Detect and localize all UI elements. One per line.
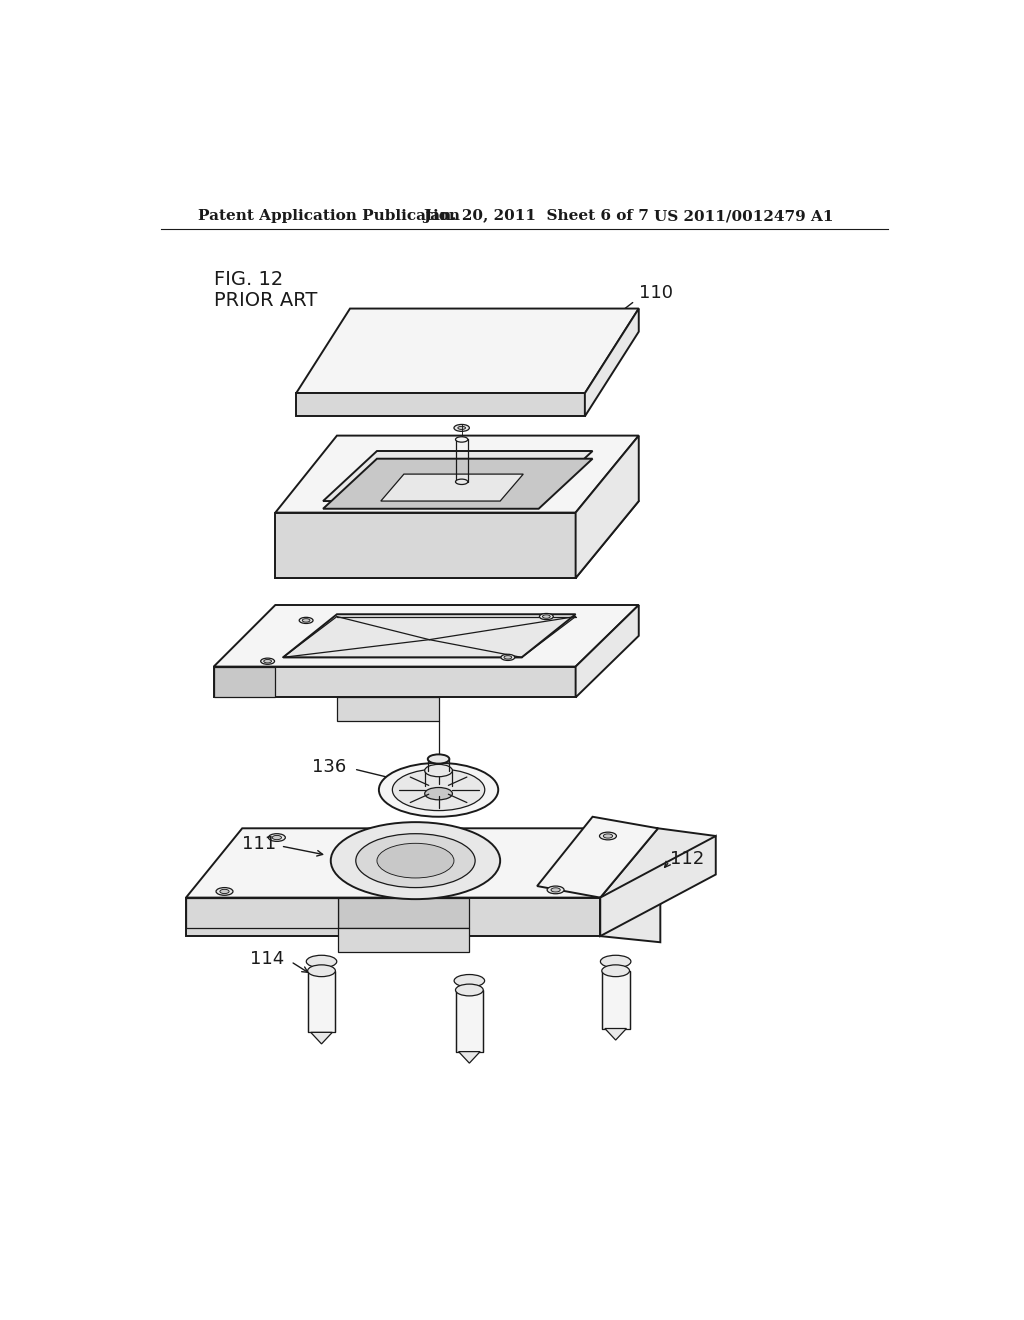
Polygon shape [214,667,575,697]
Text: FIG. 12: FIG. 12 [214,271,283,289]
Text: 114: 114 [250,950,285,968]
Polygon shape [538,817,658,898]
Ellipse shape [331,822,500,899]
Ellipse shape [392,770,484,810]
Polygon shape [283,614,575,657]
Ellipse shape [299,618,313,623]
Ellipse shape [377,843,454,878]
Polygon shape [275,512,575,578]
Ellipse shape [355,834,475,887]
Polygon shape [337,697,438,721]
Ellipse shape [425,788,453,800]
Ellipse shape [456,437,468,442]
Ellipse shape [540,614,553,619]
Ellipse shape [603,834,612,838]
Ellipse shape [600,956,631,968]
Text: US 2011/0012479 A1: US 2011/0012479 A1 [654,209,834,223]
Ellipse shape [302,619,310,622]
Polygon shape [323,451,593,502]
Polygon shape [381,474,523,502]
Polygon shape [186,898,600,936]
Polygon shape [575,436,639,578]
Ellipse shape [464,495,475,499]
Polygon shape [186,829,658,898]
Polygon shape [339,898,469,928]
Ellipse shape [428,755,450,763]
Polygon shape [296,393,585,416]
Ellipse shape [551,888,560,892]
Text: 112: 112 [670,850,703,869]
Polygon shape [296,309,639,393]
Ellipse shape [261,659,274,664]
Ellipse shape [272,836,282,840]
Text: Jan. 20, 2011  Sheet 6 of 7: Jan. 20, 2011 Sheet 6 of 7 [423,209,649,223]
Ellipse shape [306,956,337,968]
Ellipse shape [458,426,466,429]
Ellipse shape [599,832,616,840]
Polygon shape [602,970,630,1028]
Polygon shape [600,836,716,936]
Ellipse shape [216,887,233,895]
Polygon shape [600,829,716,904]
Ellipse shape [425,764,453,776]
Ellipse shape [268,834,286,841]
Polygon shape [214,667,275,697]
Text: 136: 136 [311,758,346,776]
Ellipse shape [501,655,515,660]
Polygon shape [307,970,336,1032]
Ellipse shape [264,660,271,663]
Ellipse shape [454,974,484,987]
Text: 110: 110 [639,284,673,302]
Polygon shape [323,459,593,508]
Ellipse shape [602,965,630,977]
Ellipse shape [307,965,336,977]
Polygon shape [575,605,639,697]
Polygon shape [585,309,639,416]
Ellipse shape [456,479,468,484]
Text: PRIOR ART: PRIOR ART [214,290,317,310]
Ellipse shape [504,656,512,659]
Polygon shape [456,990,483,1052]
Polygon shape [600,898,660,942]
Ellipse shape [220,890,229,894]
Ellipse shape [543,615,550,618]
Polygon shape [186,898,339,928]
Ellipse shape [456,985,483,995]
Ellipse shape [547,886,564,894]
Text: 111: 111 [243,834,276,853]
Polygon shape [310,1032,333,1044]
Polygon shape [275,436,639,512]
Ellipse shape [379,763,499,817]
Polygon shape [459,1052,480,1063]
Ellipse shape [454,425,469,432]
Polygon shape [605,1028,627,1040]
Polygon shape [339,928,469,952]
Polygon shape [214,605,639,667]
Text: Patent Application Publication: Patent Application Publication [199,209,461,223]
